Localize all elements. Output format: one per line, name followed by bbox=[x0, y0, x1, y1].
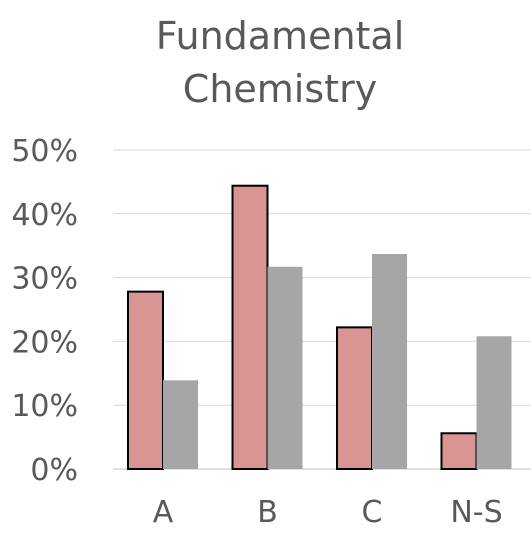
y-tick-label: 30% bbox=[11, 262, 78, 297]
y-tick-label: 50% bbox=[11, 134, 78, 169]
x-tick-label: B bbox=[257, 495, 278, 530]
bar-series-1 bbox=[127, 290, 164, 470]
x-tick-label: N-S bbox=[450, 495, 502, 530]
x-tick-label: C bbox=[362, 495, 383, 530]
y-tick-label: 10% bbox=[11, 389, 78, 424]
bar-series-2 bbox=[163, 380, 198, 469]
chart-title-line-2: Chemistry bbox=[182, 67, 378, 111]
bar-series-2 bbox=[267, 266, 303, 469]
x-tick-label: A bbox=[153, 495, 174, 530]
y-tick-label: 40% bbox=[11, 198, 78, 233]
bar-series-2 bbox=[476, 336, 512, 469]
y-tick-label: 0% bbox=[30, 453, 78, 488]
bar-series-1 bbox=[336, 326, 373, 471]
y-tick-label: 20% bbox=[11, 325, 78, 360]
bar-series-2 bbox=[372, 253, 407, 469]
chart-title: Fundamental Chemistry bbox=[0, 10, 531, 116]
chart-title-line-1: Fundamental bbox=[155, 14, 405, 58]
bar-series-1 bbox=[231, 184, 269, 470]
bar-series-1 bbox=[440, 432, 478, 471]
